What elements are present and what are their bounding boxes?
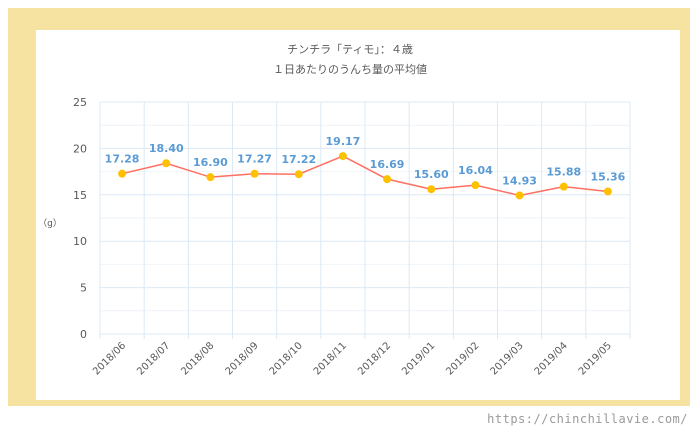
chart-title: チンチラ「ティモ」：４歳 [287,43,413,56]
chart-subtitle: １日あたりのうんち量の平均値 [273,63,427,76]
y-tick-label: 15 [73,189,87,202]
x-tick-label: 2019/05 [577,340,614,377]
x-tick-label: 2019/02 [444,340,481,377]
data-point [383,175,392,184]
x-tick-label: 2019/01 [400,340,437,377]
data-label: 16.90 [193,156,228,169]
data-label: 19.17 [326,135,361,148]
x-tick-label: 2018/09 [224,340,261,377]
data-point [559,182,568,191]
data-point [118,169,127,178]
page-frame [8,8,690,406]
y-tick-label: 0 [80,328,87,341]
data-label: 15.60 [414,168,449,181]
data-point [206,173,215,182]
y-axis-label: （g） [38,218,62,229]
data-label: 17.27 [237,153,272,166]
data-label: 15.88 [546,166,581,179]
x-tick-label: 2018/10 [268,340,305,377]
data-point [162,159,171,168]
data-label: 17.22 [281,153,316,166]
x-tick-label: 2018/12 [356,340,393,377]
x-tick-label: 2019/04 [533,340,570,377]
x-tick-label: 2019/03 [489,340,526,377]
series-line [121,155,608,197]
x-tick-label: 2018/06 [91,340,128,377]
data-label: 16.69 [370,158,405,171]
chart-card [36,30,680,400]
data-point [603,187,612,196]
watermark: https://chinchillavie.com/ [487,412,688,426]
data-point [427,185,436,194]
y-tick-label: 25 [73,96,87,109]
x-tick-label: 2018/08 [179,340,216,377]
data-label: 15.36 [591,170,626,183]
data-label: 14.93 [502,174,537,187]
y-tick-label: 20 [73,142,87,155]
data-point [338,152,347,161]
data-point [471,181,480,190]
data-point [515,191,524,200]
y-tick-label: 10 [73,235,87,248]
y-tick-label: 5 [80,282,87,295]
data-label: 17.28 [105,153,140,166]
data-label: 16.04 [458,164,493,177]
x-tick-label: 2018/07 [135,340,172,377]
data-point [250,169,259,178]
x-tick-label: 2018/11 [312,340,349,377]
data-point [294,170,303,179]
data-label: 18.40 [149,142,184,155]
